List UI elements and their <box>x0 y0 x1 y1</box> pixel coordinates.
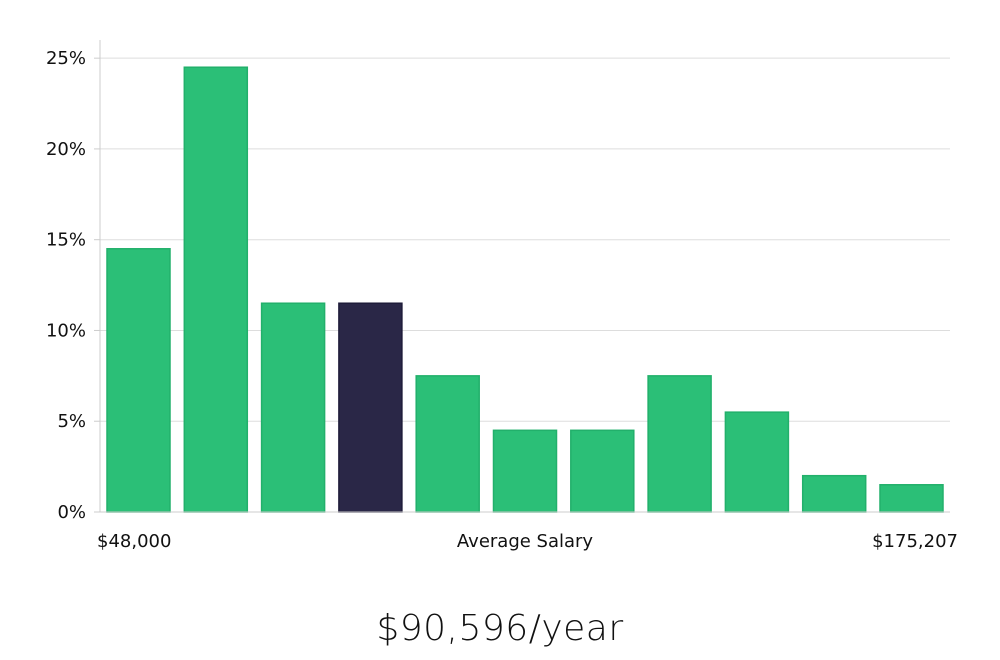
bar <box>879 484 944 513</box>
x-axis-min-label: $48,000 <box>97 531 171 552</box>
bar <box>492 429 558 513</box>
bar <box>260 302 326 513</box>
y-tick-label: 15% <box>46 230 86 251</box>
y-tick-label: 25% <box>46 48 86 69</box>
average-salary-value: $90,596/year <box>376 608 624 649</box>
y-tick-label: 10% <box>46 320 86 341</box>
bar <box>647 375 712 513</box>
bar <box>183 66 249 513</box>
y-tick-label: 5% <box>57 411 86 432</box>
y-tick-label: 0% <box>57 502 86 523</box>
bar-highlighted <box>338 302 403 513</box>
bars <box>106 66 944 513</box>
axes <box>99 40 950 513</box>
bar <box>106 248 171 513</box>
bar <box>415 375 480 513</box>
bar <box>801 474 867 513</box>
bar <box>724 411 790 513</box>
chart-canvas: 0%5%10%15%20%25% $48,000 Average Salary … <box>46 40 958 552</box>
bar <box>570 429 635 513</box>
y-axis-ticks: 0% 5% 10% 15% 20% 25% <box>46 48 100 523</box>
x-axis-title: Average Salary <box>457 531 594 552</box>
x-axis-max-label: $175,207 <box>872 531 958 552</box>
y-tick-label: 20% <box>46 139 86 160</box>
